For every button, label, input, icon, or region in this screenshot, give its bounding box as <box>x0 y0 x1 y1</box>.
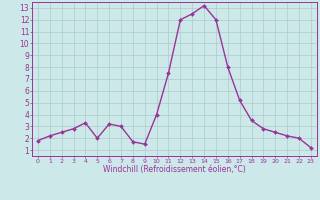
X-axis label: Windchill (Refroidissement éolien,°C): Windchill (Refroidissement éolien,°C) <box>103 165 246 174</box>
